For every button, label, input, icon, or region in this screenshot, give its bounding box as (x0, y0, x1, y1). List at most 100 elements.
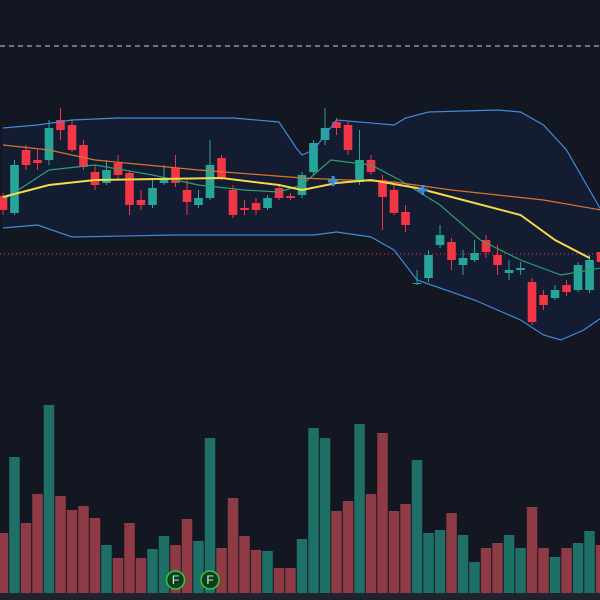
volume-bar (20, 523, 32, 593)
candle-body (332, 122, 341, 128)
candle-body (148, 188, 157, 205)
candle-body (56, 120, 65, 130)
volume-bar (388, 511, 400, 593)
candle-body (205, 165, 215, 198)
volume-bar (296, 539, 308, 593)
candle-body (10, 165, 19, 213)
candle-body (516, 268, 525, 270)
volume-bar (158, 536, 170, 593)
indicator-line (2, 144, 600, 211)
volume-bar (9, 457, 20, 593)
candle-body (401, 212, 410, 225)
volume-bar (181, 519, 193, 593)
event-label: F (172, 573, 179, 587)
candle-body (493, 255, 502, 265)
candle-body (0, 196, 8, 210)
volume-bar (561, 548, 572, 593)
volume-bar (66, 510, 78, 593)
candle-body (389, 190, 399, 213)
candle-body (585, 260, 594, 290)
candle-body (182, 190, 192, 202)
candle-body (435, 235, 445, 245)
volume-bar (503, 535, 515, 593)
indicator-line (2, 159, 600, 276)
time-axis-strip (0, 593, 600, 600)
volume-bar (89, 518, 101, 593)
candle-body (44, 128, 54, 160)
volume-bar (273, 568, 285, 593)
candle-body (263, 198, 272, 208)
candle-body (355, 160, 364, 182)
volume-bar (250, 550, 262, 593)
candle-body (125, 173, 134, 205)
volume-bar (492, 543, 503, 593)
volume-bar (319, 438, 331, 593)
volume-bar (411, 460, 423, 593)
volume-bar (32, 494, 43, 593)
volume-bar (193, 541, 204, 593)
volume-bar (308, 428, 319, 593)
indicator-line (2, 109, 600, 210)
volume-bar (135, 558, 147, 593)
candle-body (251, 203, 261, 210)
volume-bar (227, 498, 239, 593)
volume-bar (147, 549, 158, 593)
volume-bar (377, 433, 388, 593)
marker (417, 185, 428, 195)
candle-body (378, 180, 387, 197)
volume-bar (515, 548, 526, 593)
volume-bar (112, 558, 124, 593)
candle-body (171, 168, 180, 183)
volume-bar (262, 551, 273, 593)
marker-cross (417, 185, 428, 195)
volume-bar (354, 424, 365, 593)
candle-body (343, 125, 353, 150)
candle-body (550, 290, 560, 298)
candle-body (447, 242, 456, 260)
candle-body (217, 158, 226, 178)
volume-bar (216, 548, 227, 593)
candle-body (21, 150, 31, 165)
volume-bar (446, 513, 457, 593)
volume-bar (55, 496, 66, 593)
candle-body (596, 252, 600, 262)
volume-bar (43, 405, 55, 593)
candle-body (33, 160, 42, 163)
volume-bar (538, 548, 549, 593)
candle-body (412, 283, 422, 284)
candle-body (79, 145, 88, 167)
candle-body (240, 208, 249, 210)
event-badge (200, 570, 220, 590)
candle-body (562, 285, 571, 292)
volume-bar (239, 536, 250, 593)
event-badge (165, 570, 186, 590)
volume-bar (204, 438, 216, 593)
volume-bar (595, 545, 600, 593)
volume-bar (423, 533, 434, 593)
candle-body (194, 198, 203, 205)
candle-body (159, 178, 169, 183)
candle-body (470, 253, 479, 260)
candle-body (320, 128, 330, 140)
candle-body (366, 160, 376, 172)
volume-bar (457, 535, 469, 593)
candle-body (573, 265, 583, 290)
volume-bar (365, 494, 377, 593)
candle-body (136, 200, 146, 205)
volume-bar (170, 545, 181, 593)
volume-bar (549, 557, 561, 593)
candle-body (458, 258, 468, 265)
band-fill (2, 110, 600, 340)
candle-body (481, 240, 491, 252)
candle-body (67, 125, 77, 150)
volume-bar (124, 523, 135, 593)
candle-body (90, 172, 100, 185)
candle-body (286, 196, 295, 198)
volume-bar (400, 504, 411, 593)
volume-bar (342, 501, 354, 593)
volume-bar (101, 545, 112, 593)
volume-bar (584, 531, 595, 593)
volume-bar (434, 530, 446, 593)
volume-bar (526, 507, 538, 593)
